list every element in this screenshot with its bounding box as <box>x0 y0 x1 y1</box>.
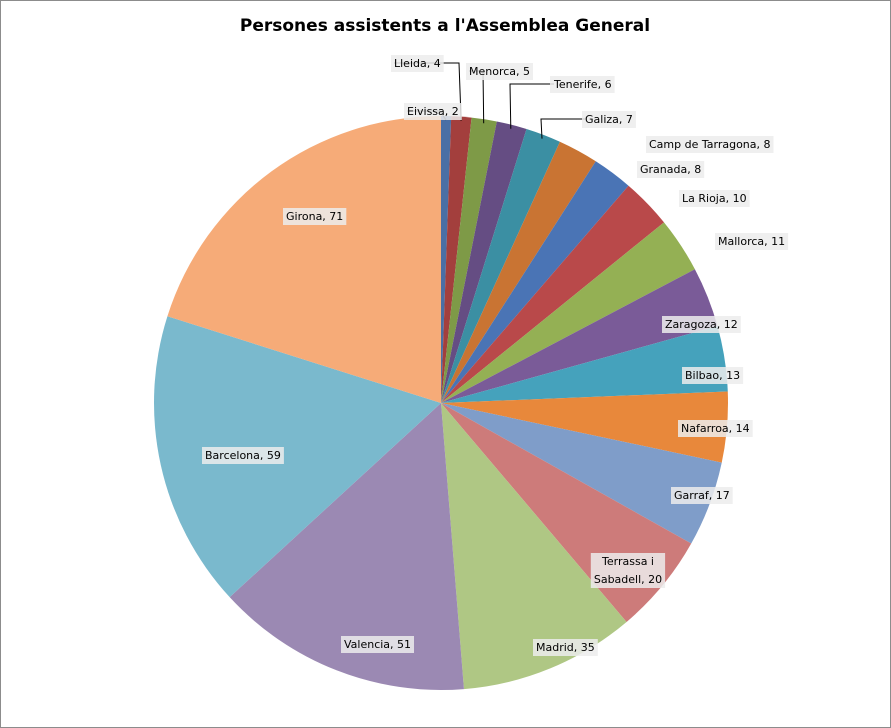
data-label-camp-de-tarragona: Camp de Tarragona, 8 <box>646 136 774 153</box>
data-label-background <box>590 553 666 588</box>
data-label-text: Eivissa, 2 <box>407 105 459 118</box>
data-label-barcelona: Barcelona, 59 <box>202 447 284 464</box>
pie-slice-madrid <box>441 403 627 690</box>
pie-slice-zaragoza <box>441 269 718 403</box>
data-label-background <box>662 316 741 333</box>
data-label-background <box>404 103 462 120</box>
data-label-background <box>341 636 414 653</box>
data-label-garraf: Garraf, 17 <box>671 487 733 504</box>
data-label-background <box>682 367 744 384</box>
pie-slice-tenerife <box>441 121 527 403</box>
data-label-text: Madrid, 35 <box>536 641 595 654</box>
data-label-background <box>678 420 753 437</box>
pie-slice-nafarroa <box>441 391 729 463</box>
data-label-menorca: Menorca, 5 <box>466 63 533 80</box>
data-label-background <box>637 161 705 178</box>
data-label-bilbao: Bilbao, 13 <box>682 367 744 384</box>
pie-slice-valencia <box>229 403 464 690</box>
data-label-zaragoza: Zaragoza, 12 <box>662 316 741 333</box>
pie-slice-barcelona <box>154 316 441 598</box>
data-label-background <box>646 136 774 153</box>
data-label-eivissa: Eivissa, 2 <box>404 103 462 120</box>
data-label-text: Nafarroa, 14 <box>681 422 750 435</box>
data-label-text: Tenerife, 6 <box>553 78 612 91</box>
data-label-text: Bilbao, 13 <box>685 369 740 382</box>
data-label-text: Zaragoza, 12 <box>665 318 738 331</box>
pie-slice-girona <box>167 116 442 403</box>
pie-slice-bilbao <box>441 326 728 403</box>
data-label-la-rioja: La Rioja, 10 <box>679 190 750 207</box>
data-label-text: Garraf, 17 <box>674 489 730 502</box>
data-label-background <box>671 487 733 504</box>
data-labels: Eivissa, 2 Lleida, 4 Menorca, 5 Tenerife, 6… <box>202 55 789 656</box>
leader-line-galiza <box>540 118 585 139</box>
chart-title: Persones assistents a l'Assemblea Genera… <box>240 16 650 36</box>
data-label-text: Girona, 71 <box>286 210 343 223</box>
data-label-text: Menorca, 5 <box>469 65 530 78</box>
data-label-background <box>466 63 533 80</box>
pie-slice-la-rioja <box>441 185 665 403</box>
data-label-background <box>391 55 444 72</box>
data-label-text: Valencia, 51 <box>344 638 411 651</box>
data-label-text: Terrassa i <box>601 555 654 568</box>
data-label-terrassa-i-sabadell: Terrassa i Sabadell, 20 <box>590 553 666 588</box>
data-label-text: Barcelona, 59 <box>205 449 281 462</box>
data-label-galiza: Galiza, 7 <box>582 111 636 128</box>
data-label-tenerife: Tenerife, 6 <box>550 76 615 93</box>
data-label-valencia: Valencia, 51 <box>341 636 414 653</box>
data-label-text: Lleida, 4 <box>394 57 441 70</box>
leader-line-tenerife <box>509 83 554 129</box>
data-label-background <box>550 76 615 93</box>
data-label-madrid: Madrid, 35 <box>533 639 598 656</box>
pie-slice-granada <box>441 161 629 403</box>
pie-slice-eivissa <box>441 115 452 403</box>
pie-slice-camp-de-tarragona <box>441 141 596 404</box>
data-label-background <box>202 447 284 464</box>
data-label-lleida: Lleida, 4 <box>391 55 444 72</box>
data-label-background <box>582 111 636 128</box>
data-label-text: Sabadell, 20 <box>594 573 662 586</box>
data-label-background <box>715 233 789 250</box>
data-label-text: La Rioja, 10 <box>682 192 747 205</box>
data-label-granada: Granada, 8 <box>637 161 705 178</box>
data-label-text: Granada, 8 <box>640 163 701 176</box>
pie-slice-lleida <box>441 116 472 404</box>
data-label-girona: Girona, 71 <box>283 208 347 225</box>
pie-slice-galiza <box>441 129 560 404</box>
data-label-nafarroa: Nafarroa, 14 <box>678 420 753 437</box>
data-label-background <box>283 208 347 225</box>
data-label-background <box>679 190 750 207</box>
data-label-text: Mallorca, 11 <box>718 235 785 248</box>
data-label-text: Galiza, 7 <box>585 113 633 126</box>
pie-slice-mallorca <box>441 222 695 403</box>
data-label-background <box>533 639 598 656</box>
data-label-mallorca: Mallorca, 11 <box>715 233 789 250</box>
pie-slice-garraf <box>441 403 722 544</box>
data-label-text: Camp de Tarragona, 8 <box>649 138 771 151</box>
pie-slice-menorca <box>441 117 497 403</box>
pie-slices <box>154 115 729 690</box>
